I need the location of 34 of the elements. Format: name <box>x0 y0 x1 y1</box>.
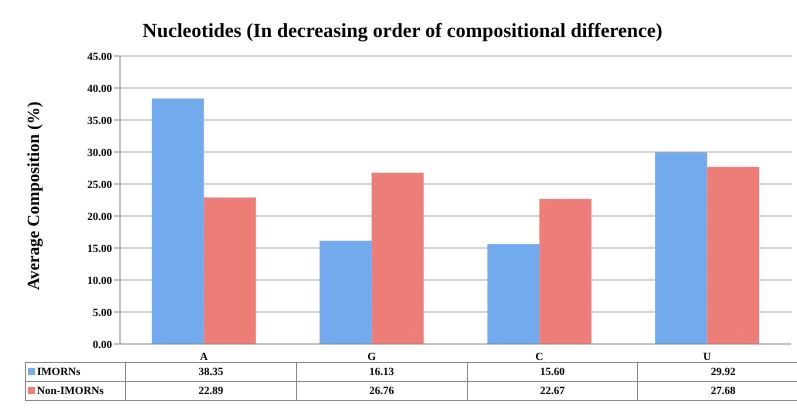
data-label: 29.92 <box>638 362 797 382</box>
data-label: 22.67 <box>467 382 638 400</box>
y-tick-label: 40.00 <box>87 82 112 95</box>
data-label: 15.60 <box>467 362 638 382</box>
bar <box>204 198 256 344</box>
bar <box>655 152 708 344</box>
y-tick-label: 25.00 <box>87 178 112 191</box>
data-label: 26.76 <box>296 382 467 400</box>
x-tick-label: A <box>200 350 208 363</box>
y-tick-label: 10.00 <box>87 274 112 287</box>
data-label: 16.13 <box>296 362 467 382</box>
legend-label: Non-IMORNs <box>26 382 126 400</box>
y-tick-label: 15.00 <box>87 242 112 255</box>
data-label: 27.68 <box>638 382 797 400</box>
bar <box>372 172 424 344</box>
y-tick-label: 35.00 <box>87 114 112 127</box>
y-tick-label: 45.00 <box>87 50 112 63</box>
y-tick-label: 20.00 <box>87 210 112 223</box>
x-tick-label: C <box>535 350 544 363</box>
bar <box>707 166 760 344</box>
bar <box>152 98 204 344</box>
x-tick-label: G <box>367 350 376 363</box>
data-label: 22.89 <box>126 382 296 400</box>
bar <box>539 198 592 344</box>
y-axis-title: Average Composition (%) <box>24 101 44 290</box>
y-tick-label: 0.00 <box>92 338 112 351</box>
x-tick-label: U <box>703 350 712 363</box>
y-tick-label: 30.00 <box>87 146 112 159</box>
bar <box>487 244 540 344</box>
data-label: 38.35 <box>126 362 296 382</box>
chart-title: Nucleotides (In decreasing order of compositional difference) <box>142 19 664 44</box>
y-tick-label: 5.00 <box>92 306 112 319</box>
bar <box>320 240 372 344</box>
legend-label: IMORNs <box>26 362 126 382</box>
